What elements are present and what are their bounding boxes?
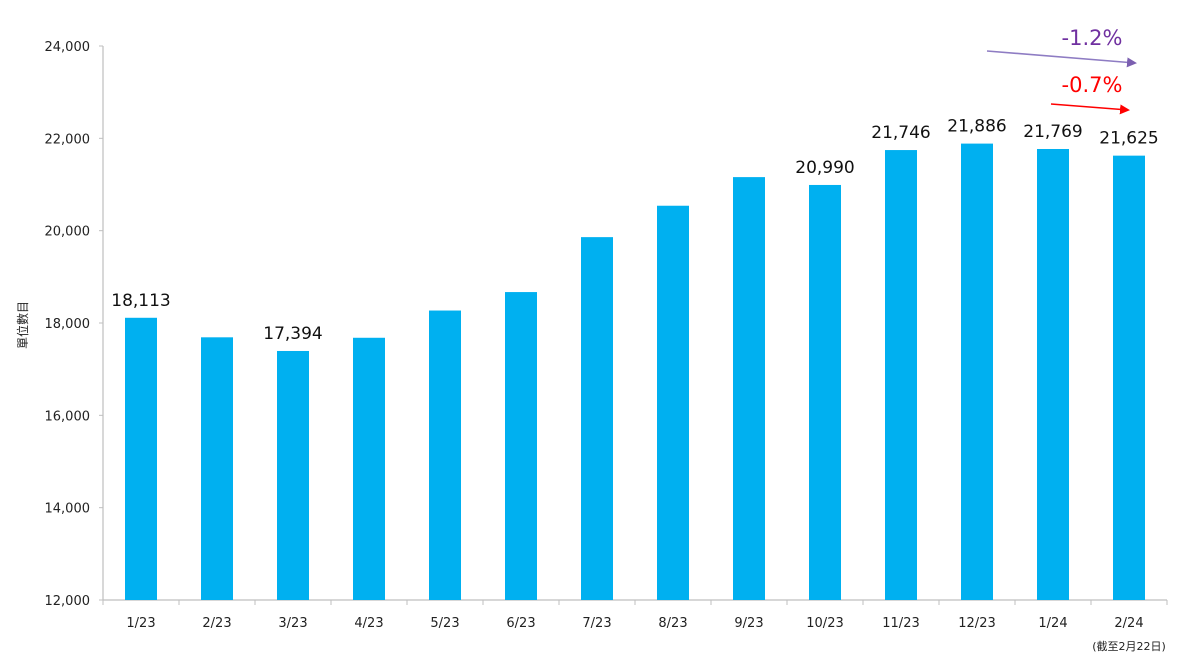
y-tick-label: 20,000: [45, 225, 91, 240]
bar-7-23: [581, 237, 613, 600]
data-label: 20,990: [795, 158, 854, 178]
x-tick-label: 8/23: [658, 616, 687, 631]
y-tick-label: 14,000: [45, 502, 91, 517]
y-tick-label: 18,000: [45, 317, 91, 332]
data-label: 17,394: [263, 324, 322, 344]
x-tick-label: 1/23: [126, 616, 155, 631]
data-label: 18,113: [111, 291, 170, 311]
bar-3-23: [277, 350, 309, 600]
x-tick-label: 9/23: [734, 616, 763, 631]
x-tick-label: 2/23: [202, 616, 231, 631]
annotation-label-red: -0.7%: [1062, 73, 1123, 97]
y-axis-title: 單位數目: [15, 301, 30, 349]
bar-10-23: [809, 184, 841, 600]
y-tick-label: 12,000: [45, 594, 91, 609]
x-tick-label: 3/23: [278, 616, 307, 631]
data-label: 21,625: [1099, 129, 1158, 149]
y-tick-label: 16,000: [45, 409, 91, 424]
y-tick-label: 22,000: [45, 132, 91, 147]
bar-5-23: [429, 310, 461, 600]
x-tick-label: 2/24: [1114, 616, 1143, 631]
x-tick-label: 11/23: [882, 616, 919, 631]
bar-series: [125, 143, 1145, 601]
bar-8-23: [657, 205, 689, 600]
x-tick-label: 5/23: [430, 616, 459, 631]
data-label: 21,886: [947, 117, 1006, 137]
bar-2-24: [1113, 155, 1145, 601]
x-tick-label: 1/24: [1038, 616, 1067, 631]
x-tick-label: 4/23: [354, 616, 383, 631]
bar-9-23: [733, 177, 765, 600]
x-tick-label: 7/23: [582, 616, 611, 631]
bar-4-23: [353, 337, 385, 600]
data-labels: 18,113 17,394 20,990 21,746 21,886 21,769 21,6…: [111, 117, 1158, 344]
trend-arrow-red: [1050, 103, 1130, 115]
bar-1-24: [1037, 148, 1069, 600]
x-tick-label: 10/23: [806, 616, 843, 631]
data-label: 21,769: [1023, 122, 1082, 142]
annotation-yoy-change: -1.2%: [986, 26, 1137, 68]
x-tick-label: 6/23: [506, 616, 535, 631]
annotation-label-purple: -1.2%: [1062, 26, 1123, 50]
bar-2-23: [201, 337, 233, 600]
x-tick-sublabel: (截至2月22日): [1092, 639, 1166, 653]
bar-11-23: [885, 150, 917, 600]
y-tick-label: 24,000: [45, 40, 91, 55]
x-tick-label: 12/23: [958, 616, 995, 631]
bar-1-23: [125, 317, 157, 600]
bar-12-23: [961, 143, 993, 601]
annotation-mom-change: -0.7%: [1050, 73, 1130, 115]
data-label: 21,746: [871, 123, 930, 143]
y-axis: 12,000 14,000 16,000 18,000 20,000 22,000 24,0…: [45, 40, 104, 609]
trend-arrow-purple: [986, 50, 1137, 68]
bar-6-23: [505, 292, 537, 600]
x-axis: 1/23 2/23 3/23 4/23 5/23 6/23 7/23 8/23 9/23 10/2…: [102, 599, 1168, 653]
